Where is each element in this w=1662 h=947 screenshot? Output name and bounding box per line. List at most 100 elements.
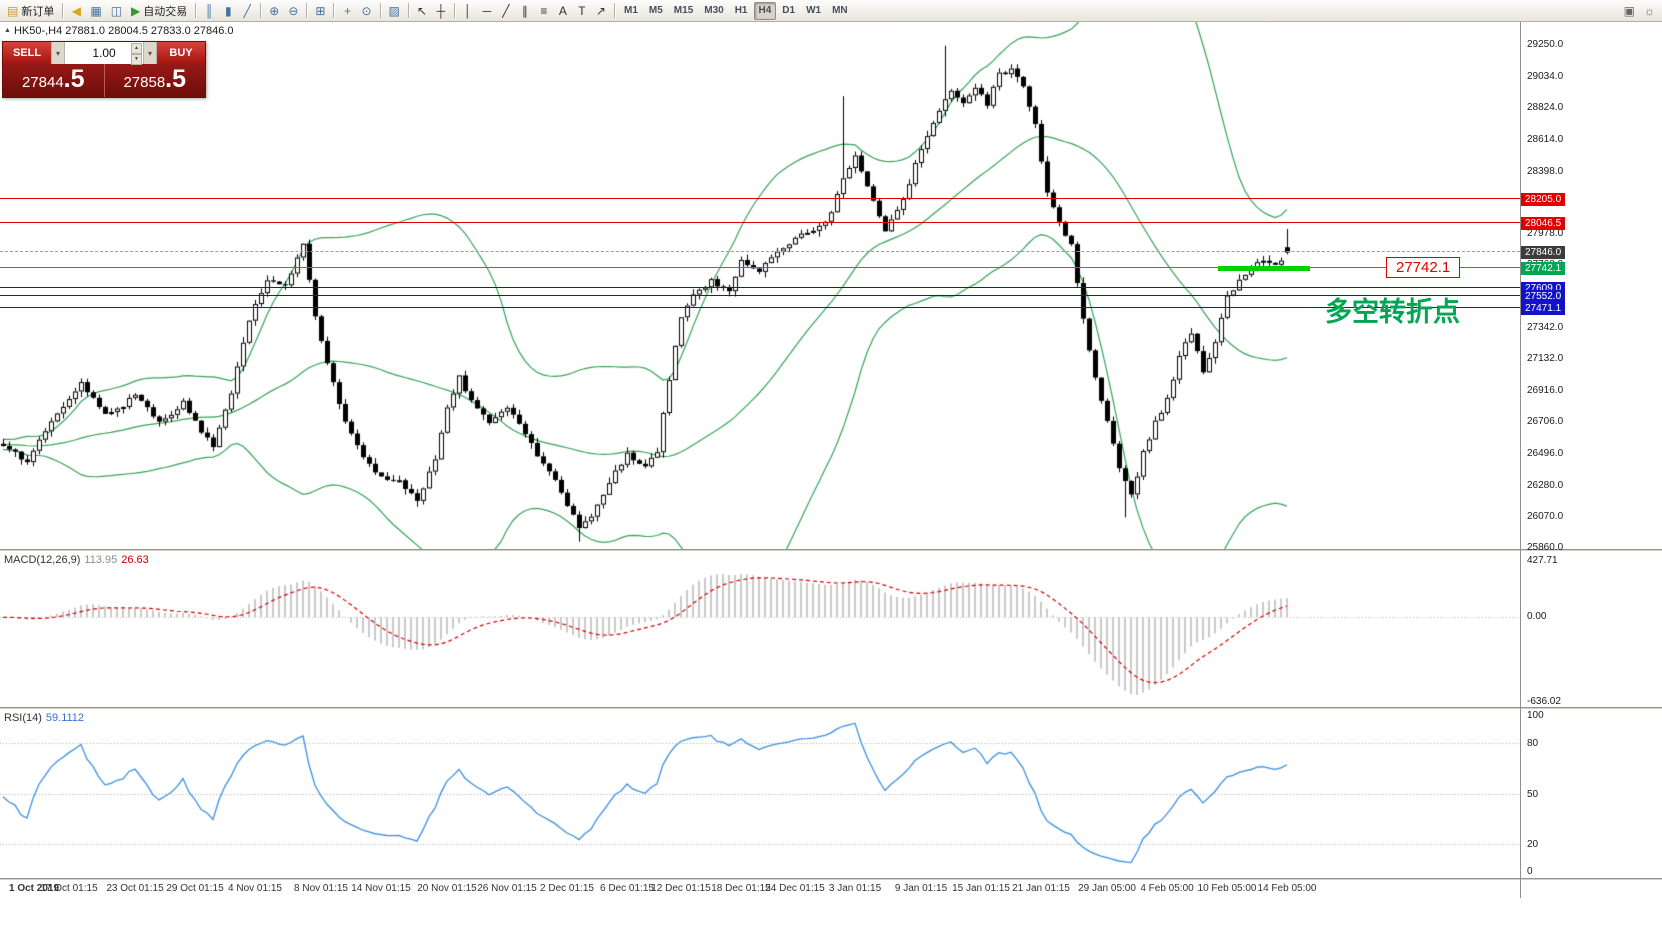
pivot-annotation-text[interactable]: 多空转折点 [1325, 296, 1460, 327]
toolbar-separator [195, 3, 197, 18]
symbol-ohlc-text: HK50-,H4 27881.0 28004.5 27833.0 27846.0 [13, 25, 234, 37]
bid-price-line[interactable] [0, 251, 1520, 253]
buy-price-main: 27858 [123, 74, 166, 91]
rsi-pane: RSI(14) 59.1112 [0, 709, 1520, 878]
horizontal-line-button[interactable]: ─ [478, 2, 496, 20]
macd-label: MACD(12,26,9) 113.95 26.63 [4, 554, 149, 566]
buy-options-caret-icon[interactable]: ▾ [143, 42, 157, 64]
support-line-27552[interactable] [0, 295, 1520, 297]
price-tick: 26070.0 [1527, 510, 1564, 522]
price-tick: 27342.0 [1527, 322, 1564, 334]
trendline-icon: ╱ [502, 3, 510, 18]
crosshair-button[interactable]: ┼ [432, 2, 450, 20]
cursor-button[interactable]: ↖ [413, 2, 431, 20]
pane-separator[interactable] [0, 878, 1520, 880]
pivot-line-27742[interactable] [0, 266, 1520, 268]
time-label: 8 Nov 01:15 [294, 883, 348, 894]
timeframe-button-m5[interactable]: M5 [648, 5, 663, 16]
fibonacci-button[interactable]: ≡ [535, 2, 553, 20]
zoom-out-button[interactable]: ⊖ [284, 2, 302, 20]
buy-price-button[interactable]: 27858.5 [103, 64, 206, 97]
sell-price-frac: .5 [63, 65, 85, 93]
timeframe-button-h1[interactable]: H1 [734, 5, 748, 16]
macd-name: MACD(12,26,9) [4, 554, 81, 566]
time-label: 3 Jan 01:15 [828, 883, 882, 894]
line-chart-button[interactable]: ╱ [238, 2, 256, 20]
vertical-line-button[interactable]: │ [459, 2, 477, 20]
channel-button[interactable]: ∥ [516, 2, 534, 20]
text-button[interactable]: A [554, 2, 572, 20]
line-chart-icon: ╱ [243, 3, 251, 18]
time-label: 9 Jan 01:15 [894, 883, 948, 894]
price-marker: 27742.1 [1521, 261, 1566, 275]
rsi-axis-label: 100 [1527, 710, 1544, 721]
time-label: 26 Nov 01:15 [477, 883, 537, 894]
trendline-button[interactable]: ╱ [497, 2, 515, 20]
chart-profile-icon: ◫ [110, 3, 123, 18]
pane-separator[interactable] [0, 549, 1520, 551]
price-overlays [0, 22, 1520, 549]
bar-chart-button[interactable]: ║ [200, 2, 218, 20]
window-list-button[interactable]: ▣ [1620, 2, 1639, 20]
template-icon: ▨ [388, 3, 400, 18]
sell-options-caret-icon[interactable]: ▾ [51, 42, 65, 64]
resistance-line-28046[interactable] [0, 221, 1520, 223]
price-marker: 28205.0 [1521, 193, 1566, 207]
timeframe-button-m30[interactable]: M30 [704, 5, 724, 16]
toolbar-separator [306, 3, 308, 18]
new-order-button[interactable]: ▤ 新订单 [3, 2, 58, 20]
timeframe-button-d1[interactable]: D1 [782, 5, 796, 16]
candlestick-icon: ▮ [224, 3, 232, 18]
macd-canvas[interactable] [0, 551, 1520, 707]
label-button[interactable]: T [573, 2, 591, 20]
timeframe-button-m15[interactable]: M15 [673, 5, 694, 16]
resistance-line-28205[interactable] [0, 198, 1520, 200]
indicators-button[interactable]: + [338, 2, 356, 20]
chart-window: ▲ HK50-,H4 27881.0 28004.5 27833.0 27846.… [0, 22, 1662, 898]
new-order-label: 新订单 [21, 5, 55, 18]
pane-separator[interactable] [0, 707, 1520, 709]
arrow-objects-icon: ↗ [595, 3, 606, 18]
timeframe-button-w1[interactable]: W1 [806, 5, 822, 16]
timeframe-button-h4[interactable]: H4 [753, 1, 777, 20]
support-line-27471[interactable] [0, 307, 1520, 309]
macd-axis-label: 0.00 [1527, 611, 1547, 622]
time-label: 6 Dec 01:15 [600, 883, 654, 894]
chart-profile-button[interactable]: ◫ [107, 2, 126, 20]
time-axis[interactable]: 1 Oct 2019 17 Oct 01:15 23 Oct 01:15 29 Oct… [0, 880, 1520, 898]
candlestick-chart-button[interactable]: ▮ [219, 2, 237, 20]
arrows-button[interactable]: ↗ [592, 2, 610, 20]
price-tick: 26280.0 [1527, 479, 1564, 491]
clock-icon: ⊙ [361, 3, 372, 18]
price-chart-canvas[interactable] [0, 22, 1520, 549]
rsi-label: RSI(14) 59.1112 [4, 712, 84, 724]
help-button[interactable]: ☼ [1640, 2, 1659, 20]
one-click-trading-panel: SELL ▾ 1.00 ▲ ▼ ▾ BUY 27844.5 [2, 41, 206, 98]
templates-button[interactable]: ▨ [385, 2, 404, 20]
new-chart-icon: ▦ [90, 3, 102, 18]
pivot-highlight-segment[interactable] [1218, 265, 1310, 271]
pivot-price-callout[interactable]: 27742.1 [1386, 256, 1461, 278]
spin-up-icon[interactable]: ▲ [131, 43, 142, 54]
price-axis[interactable]: 29250.029034.028824.028614.028398.028188… [1520, 22, 1662, 898]
autotrading-play-label: 自动交易 [143, 5, 188, 18]
sell-button[interactable]: SELL [3, 42, 51, 64]
new-chart-button[interactable]: ▦ [86, 2, 105, 20]
chart-panes: ▲ HK50-,H4 27881.0 28004.5 27833.0 27846.… [0, 22, 1520, 898]
volume-input[interactable]: 1.00 ▲ ▼ [65, 42, 143, 65]
periods-button[interactable]: ⊙ [357, 2, 375, 20]
buy-button[interactable]: BUY [157, 42, 205, 64]
macd-signal-value: 26.63 [121, 554, 149, 566]
tile-windows-button[interactable]: ⊞ [311, 2, 329, 20]
autotrading-button[interactable]: ▶ 自动交易 [127, 2, 191, 20]
zoom-in-button[interactable]: ⊕ [265, 2, 283, 20]
spin-down-icon[interactable]: ▼ [131, 54, 142, 65]
timeframe-button-m1[interactable]: M1 [623, 5, 638, 16]
timeframe-button-mn[interactable]: MN [832, 5, 848, 16]
axis-separator [1521, 878, 1662, 880]
sell-price-button[interactable]: 27844.5 [3, 64, 104, 97]
rsi-canvas[interactable] [0, 709, 1520, 878]
chart-symbol-line: ▲ HK50-,H4 27881.0 28004.5 27833.0 27846.… [4, 25, 234, 37]
alert-horn-button[interactable]: ◀ [67, 2, 85, 20]
support-line-27609[interactable] [0, 286, 1520, 288]
